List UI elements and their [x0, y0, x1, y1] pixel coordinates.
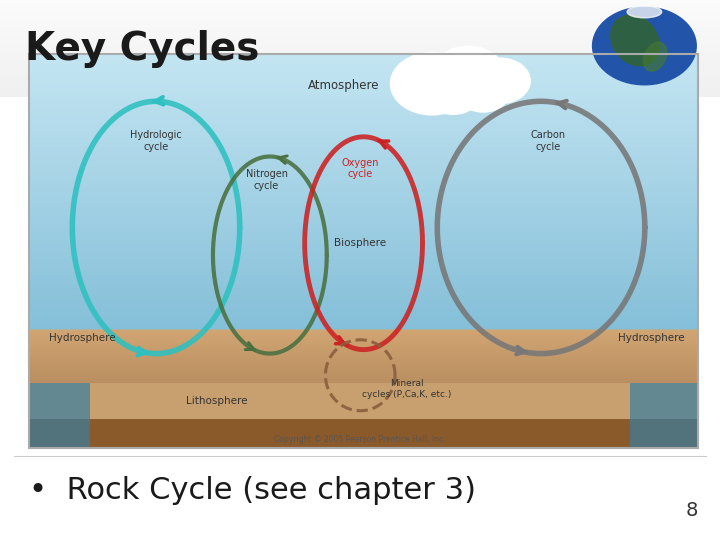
Text: Biosphere: Biosphere [334, 238, 387, 248]
Circle shape [470, 58, 530, 104]
Circle shape [432, 46, 505, 100]
FancyBboxPatch shape [29, 383, 698, 448]
Text: Key Cycles: Key Cycles [25, 30, 260, 68]
Text: •  Rock Cycle (see chapter 3): • Rock Cycle (see chapter 3) [29, 476, 476, 505]
FancyBboxPatch shape [29, 418, 698, 448]
Text: 8: 8 [686, 501, 698, 520]
Text: Nitrogen
cycle: Nitrogen cycle [246, 170, 287, 191]
Text: Hydrosphere: Hydrosphere [49, 333, 116, 343]
Text: Carbon
cycle: Carbon cycle [530, 130, 565, 152]
Circle shape [593, 7, 696, 85]
Text: Atmosphere: Atmosphere [307, 79, 379, 92]
Circle shape [426, 73, 480, 114]
Ellipse shape [611, 15, 660, 66]
Text: Hydrosphere: Hydrosphere [618, 333, 685, 343]
Ellipse shape [644, 42, 667, 71]
Circle shape [390, 52, 474, 115]
Ellipse shape [627, 6, 662, 18]
Text: Lithosphere: Lithosphere [186, 396, 247, 406]
Text: Copyright © 2005 Pearson Prentice Hall, Inc.: Copyright © 2005 Pearson Prentice Hall, … [274, 435, 446, 444]
Text: Mineral
cycles (P,Ca,K, etc.): Mineral cycles (P,Ca,K, etc.) [362, 380, 452, 399]
FancyBboxPatch shape [29, 383, 90, 448]
Circle shape [458, 73, 509, 112]
FancyBboxPatch shape [630, 383, 698, 448]
Text: Hydrologic
cycle: Hydrologic cycle [130, 130, 182, 152]
Text: Oxygen
cycle: Oxygen cycle [341, 158, 379, 179]
